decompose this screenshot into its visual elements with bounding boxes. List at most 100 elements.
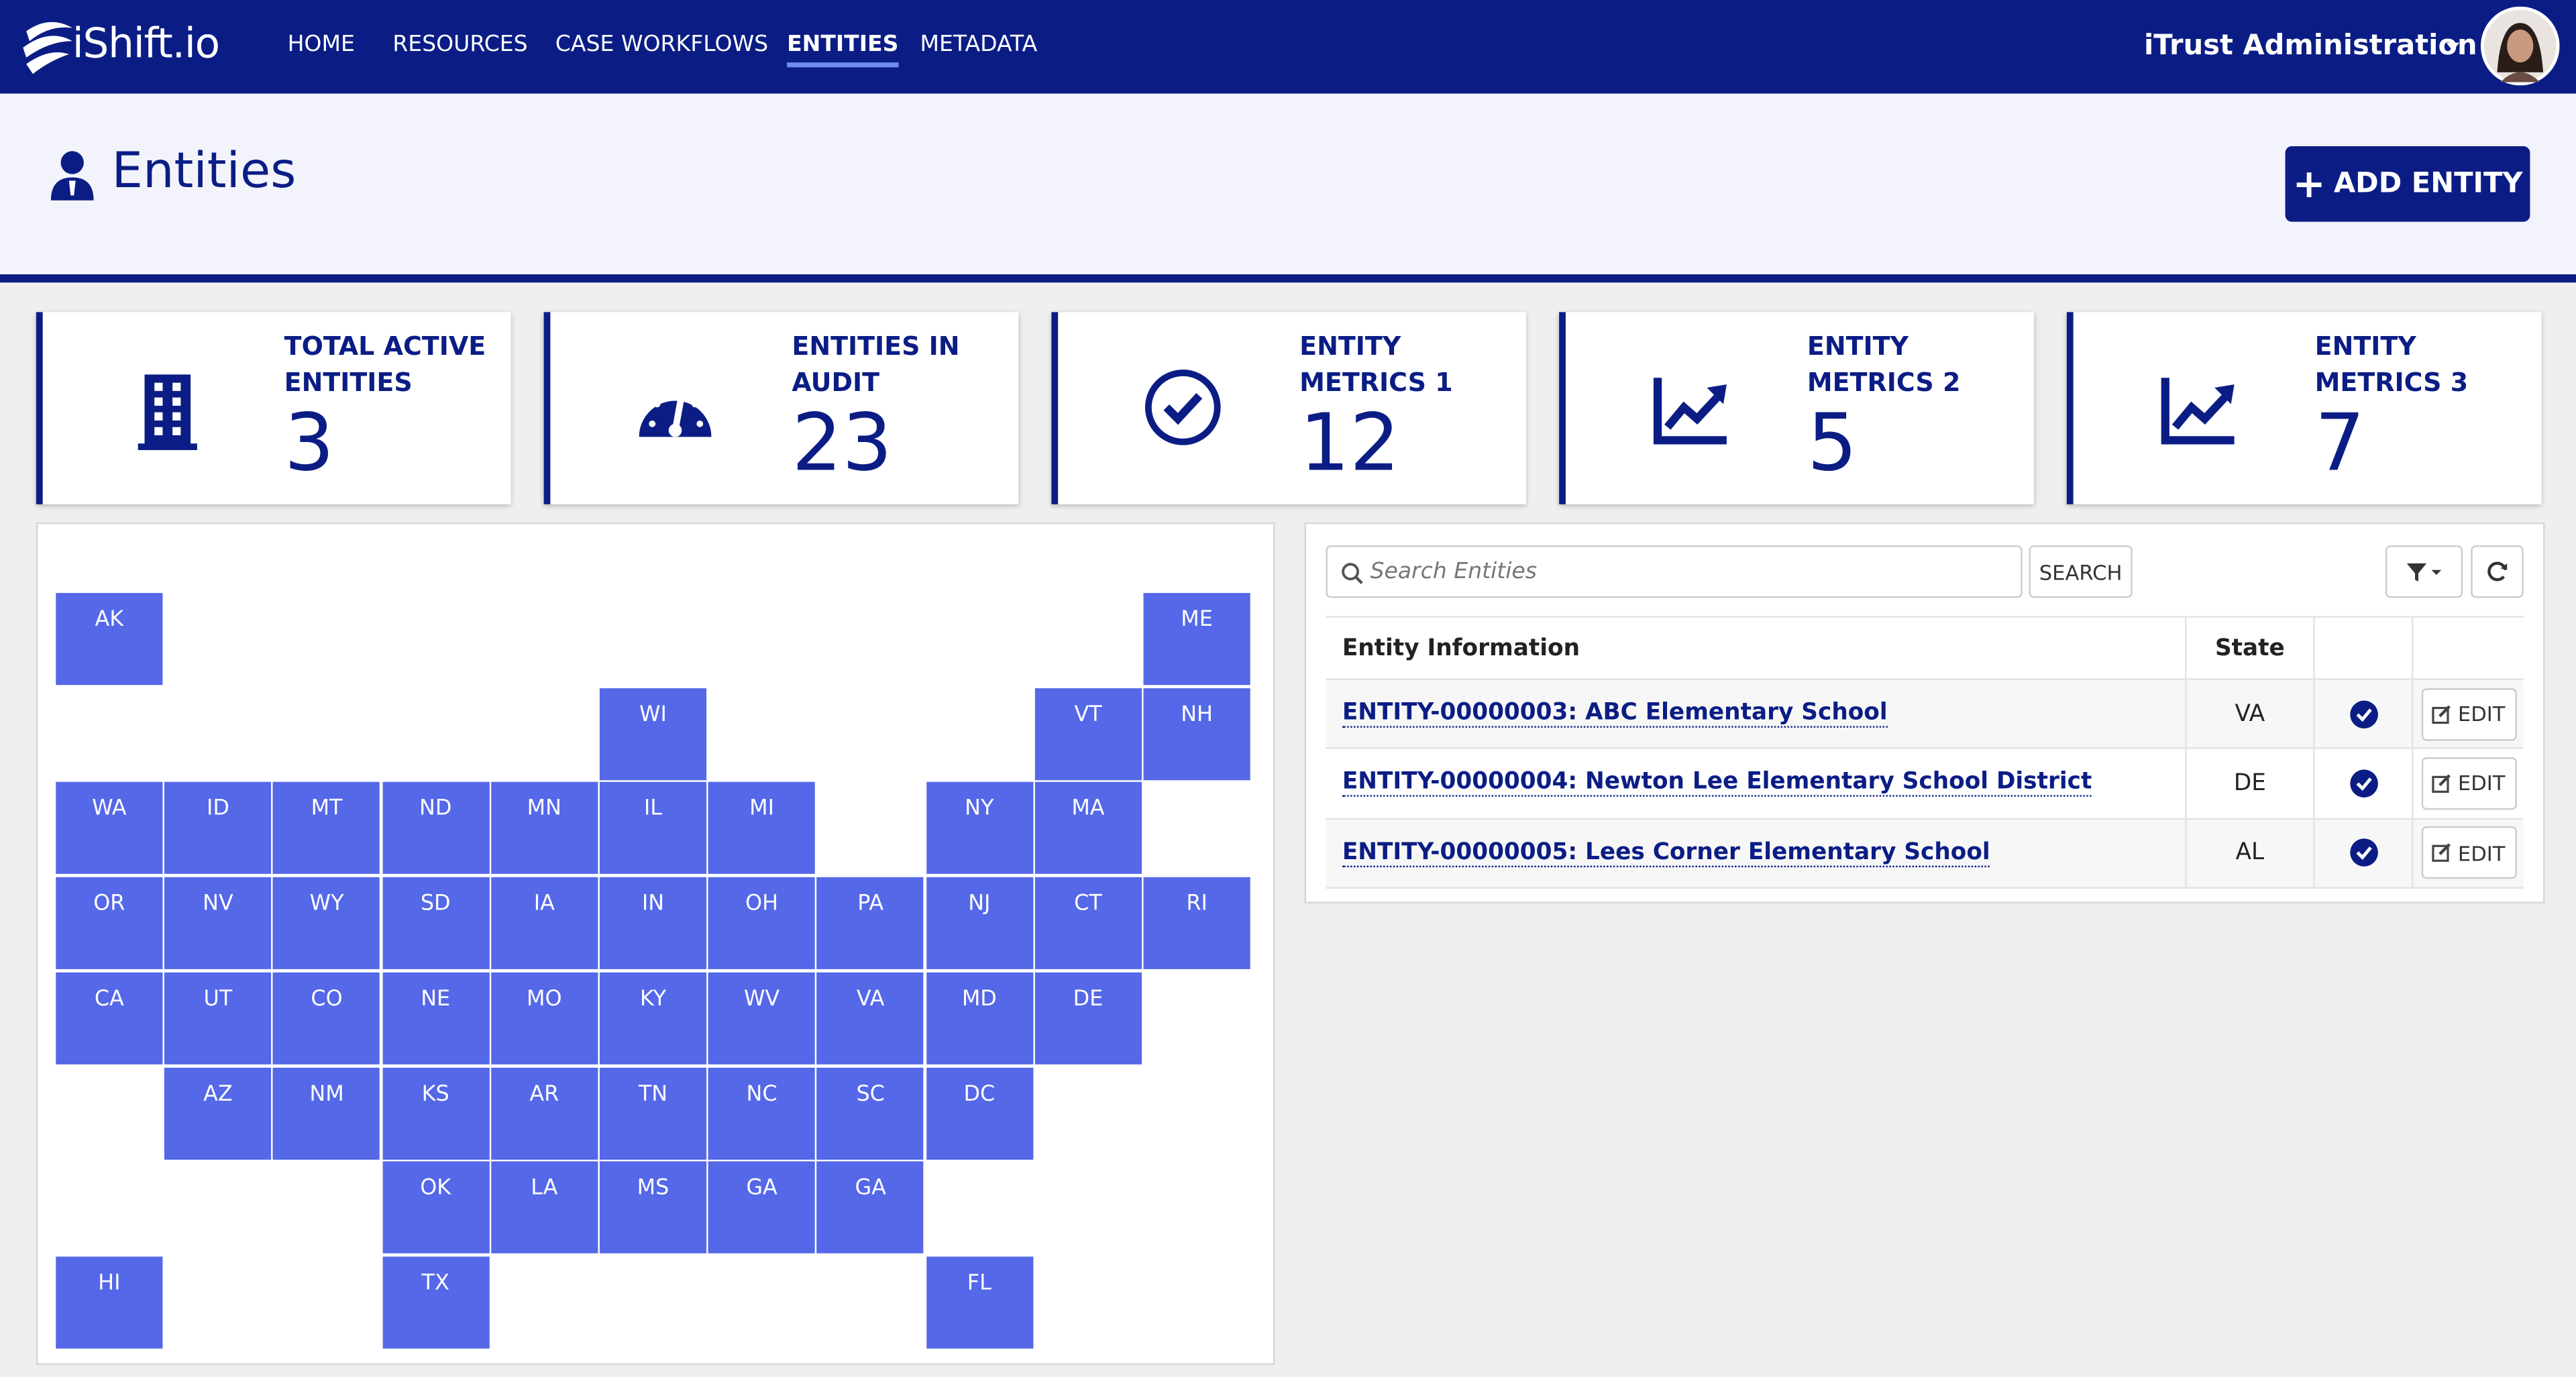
state-tile[interactable]: CA	[56, 972, 163, 1064]
add-entity-button[interactable]: + ADD ENTITY	[2285, 146, 2530, 222]
state-tile[interactable]: WA	[56, 782, 163, 875]
entity-cell: ENTITY-00000004: Newton Lee Elementary S…	[1326, 749, 2186, 820]
state-tile[interactable]: AR	[490, 1066, 598, 1159]
state-tile[interactable]: RI	[1143, 877, 1250, 970]
status-cell	[2313, 819, 2412, 889]
metric-value: 5	[1807, 397, 1858, 490]
state-tile[interactable]: WI	[599, 687, 707, 780]
state-tile[interactable]: MD	[926, 972, 1033, 1064]
entity-link[interactable]: ENTITY-00000004: Newton Lee Elementary S…	[1342, 769, 2092, 797]
column-header: Entity Information	[1326, 616, 2186, 680]
state-tile[interactable]: IA	[490, 877, 598, 970]
metric-label: ENTITY METRICS 2	[1807, 331, 1961, 398]
state-tile[interactable]: GA	[817, 1161, 924, 1254]
refresh-icon	[2487, 561, 2508, 582]
avatar[interactable]	[2480, 6, 2560, 86]
state-tile[interactable]: MA	[1034, 782, 1142, 875]
refresh-button[interactable]	[2471, 545, 2524, 598]
search-input[interactable]: Search Entities	[1326, 545, 2023, 598]
state-tile[interactable]: MT	[273, 782, 380, 875]
state-tile[interactable]: SD	[382, 877, 489, 970]
state-tile[interactable]: NY	[926, 782, 1033, 875]
edit-label: EDIT	[2457, 840, 2506, 865]
state-cell: DE	[2185, 749, 2314, 820]
state-tile[interactable]: HI	[56, 1256, 163, 1349]
brand[interactable]: iShift.io	[72, 19, 220, 68]
state-cell: AL	[2185, 819, 2314, 889]
state-tile[interactable]: LA	[490, 1161, 598, 1254]
metric-card: ENTITY METRICS 1 12	[1051, 312, 1527, 504]
edit-cell: EDIT	[2412, 749, 2524, 820]
check-icon	[2349, 769, 2377, 797]
state-tile[interactable]: ND	[382, 782, 489, 875]
state-tile[interactable]: MN	[490, 782, 598, 875]
state-tile[interactable]: TX	[382, 1256, 489, 1349]
nav-item[interactable]: HOME	[287, 31, 355, 58]
nav-item[interactable]: METADATA	[920, 31, 1038, 58]
state-tile[interactable]: MO	[490, 972, 598, 1064]
metric-card: ENTITIES IN AUDIT 23	[543, 312, 1019, 504]
edit-button[interactable]: EDIT	[2420, 826, 2516, 879]
state-tile[interactable]: NM	[273, 1066, 380, 1159]
check-icon	[2349, 700, 2377, 728]
metric-label: ENTITY METRICS 3	[2314, 331, 2469, 398]
nav-item[interactable]: ENTITIES	[787, 32, 899, 68]
search-button[interactable]: SEARCH	[2029, 545, 2133, 598]
column-header	[2412, 616, 2524, 680]
state-tile[interactable]: ME	[1143, 593, 1250, 685]
edit-button[interactable]: EDIT	[2420, 757, 2516, 810]
plus-icon: +	[2292, 161, 2326, 207]
state-tile[interactable]: DE	[1034, 972, 1142, 1064]
state-tile[interactable]: MS	[599, 1161, 707, 1254]
edit-icon	[2432, 704, 2451, 724]
state-tile[interactable]: KY	[599, 972, 707, 1064]
filter-button[interactable]	[2385, 545, 2463, 598]
state-tile[interactable]: AZ	[164, 1066, 272, 1159]
state-tile[interactable]: NH	[1143, 687, 1250, 780]
state-tile[interactable]: FL	[926, 1256, 1033, 1349]
state-tile[interactable]: SC	[817, 1066, 924, 1159]
metric-icon	[1653, 378, 1727, 445]
state-tile[interactable]: MI	[708, 782, 816, 875]
state-tile[interactable]: NV	[164, 877, 272, 970]
state-tile[interactable]: IL	[599, 782, 707, 875]
state-tile[interactable]: VA	[817, 972, 924, 1064]
metric-icon	[2161, 378, 2235, 445]
state-tile[interactable]: TN	[599, 1066, 707, 1159]
state-tile[interactable]: CO	[273, 972, 380, 1064]
state-tile[interactable]: UT	[164, 972, 272, 1064]
entity-link[interactable]: ENTITY-00000003: ABC Elementary School	[1342, 700, 1888, 728]
edit-button[interactable]: EDIT	[2420, 687, 2516, 740]
top-nav: iShift.io HOME RESOURCES CASE WORKFLOWS ENT…	[0, 0, 2576, 94]
state-tile[interactable]: OH	[708, 877, 816, 970]
state-tile[interactable]: OR	[56, 877, 163, 970]
nav-item[interactable]: CASE WORKFLOWS	[555, 31, 769, 58]
state-tile[interactable]: DC	[926, 1066, 1033, 1159]
metric-icon	[1144, 370, 1221, 445]
state-tile[interactable]: KS	[382, 1066, 489, 1159]
state-tile[interactable]: CT	[1034, 877, 1142, 970]
state-tile[interactable]: GA	[708, 1161, 816, 1254]
state-tile[interactable]: WV	[708, 972, 816, 1064]
state-tile[interactable]: VT	[1034, 687, 1142, 780]
state-tile[interactable]: AK	[56, 593, 163, 685]
state-tile[interactable]: WY	[273, 877, 380, 970]
state-tile[interactable]: NC	[708, 1066, 816, 1159]
edit-cell: EDIT	[2412, 679, 2524, 750]
nav-item[interactable]: RESOURCES	[392, 31, 528, 58]
state-tile[interactable]: NJ	[926, 877, 1033, 970]
state-tile[interactable]: ID	[164, 782, 272, 875]
state-tile[interactable]: NE	[382, 972, 489, 1064]
entity-icon	[50, 151, 94, 201]
state-tile[interactable]: PA	[817, 877, 924, 970]
page-title: Entities	[111, 143, 297, 201]
user-menu[interactable]: iTrust Administration	[2143, 30, 2477, 63]
column-header: State	[2185, 616, 2314, 680]
state-tile[interactable]: OK	[382, 1161, 489, 1254]
state-map: AK ME WI VT NH WA ID MT ND MN IL MI NY MA OR NV WY SD IA IN…	[36, 522, 1275, 1366]
state-tile[interactable]: IN	[599, 877, 707, 970]
entity-link[interactable]: ENTITY-00000005: Lees Corner Elementary …	[1342, 839, 1990, 867]
